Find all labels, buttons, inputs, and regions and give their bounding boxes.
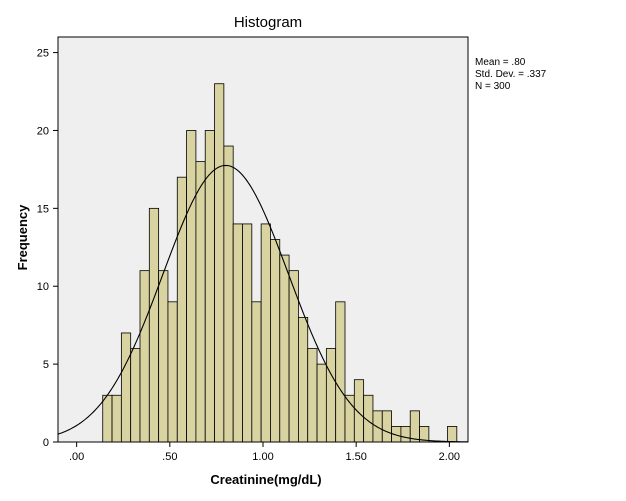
stats-std-dev: Std. Dev. = .337	[475, 69, 547, 80]
histogram-bar	[232, 223, 243, 443]
histogram-bar	[298, 316, 309, 443]
histogram-bar	[242, 223, 253, 443]
x-tick-label: 2.00	[439, 451, 460, 463]
histogram-bar	[130, 348, 141, 443]
y-tick-label: 0	[43, 437, 49, 449]
y-axis-label: Frequency	[15, 204, 30, 271]
x-tick-label: .00	[69, 451, 84, 463]
histogram-bar	[167, 301, 178, 443]
histogram-bar	[372, 410, 383, 443]
y-tick-label: 5	[43, 359, 49, 371]
y-tick-label: 10	[37, 281, 49, 293]
y-tick-label: 15	[37, 203, 49, 215]
histogram-bar	[279, 254, 290, 443]
histogram-bar	[316, 363, 327, 443]
stats-n: N = 300	[475, 81, 511, 92]
y-tick-label: 25	[37, 48, 49, 60]
histogram-bar	[102, 394, 113, 443]
histogram-bar	[270, 239, 281, 443]
histogram-bar	[195, 161, 206, 443]
histogram-bar	[381, 410, 392, 443]
x-tick-label: 1.00	[252, 451, 273, 463]
histogram-bar	[186, 130, 197, 443]
x-tick-label: .50	[162, 451, 177, 463]
histogram-bar	[400, 426, 411, 443]
histogram-bar	[251, 301, 262, 443]
stats-legend: Mean = .80 Std. Dev. = .337 N = 300	[475, 57, 546, 93]
histogram-bar	[447, 426, 458, 443]
histogram-bar	[111, 394, 122, 443]
x-tick-label: 1.50	[345, 451, 366, 463]
histogram-bar	[158, 270, 169, 443]
chart-title: Histogram	[234, 14, 302, 31]
histogram-bar	[148, 207, 160, 443]
normal-curve	[57, 164, 469, 443]
histogram-bar	[120, 332, 132, 443]
histogram-bar	[260, 223, 271, 443]
stats-mean: Mean = .80	[475, 57, 526, 68]
histogram-bar	[409, 410, 420, 443]
histogram-bar	[335, 301, 346, 443]
histogram-bar	[307, 348, 318, 443]
y-tick-label: 20	[37, 125, 49, 137]
histogram-bar	[353, 379, 365, 443]
histogram-bar	[214, 83, 225, 443]
histogram-bar	[139, 270, 150, 443]
histogram-bar	[325, 348, 337, 443]
histogram-bar	[223, 145, 234, 443]
x-axis-label: Creatinine(mg/dL)	[210, 472, 321, 487]
